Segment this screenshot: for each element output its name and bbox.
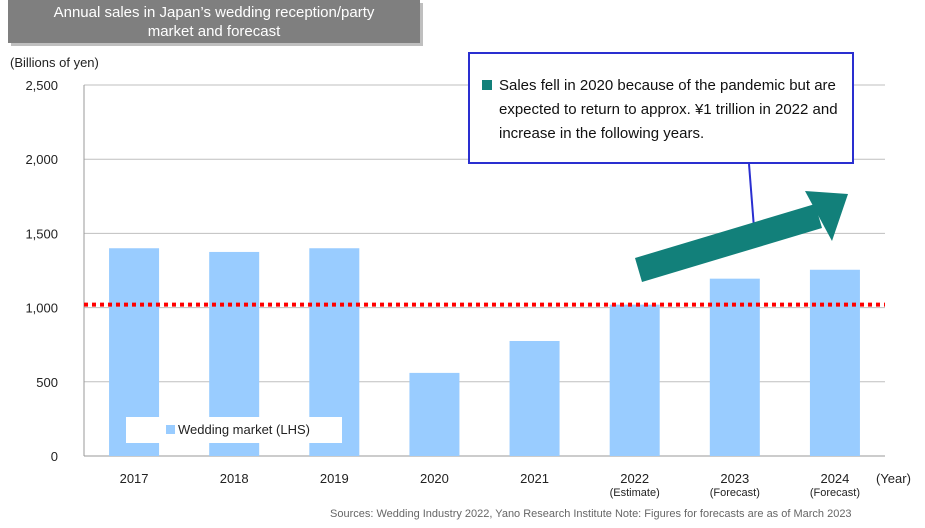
bar-2020 <box>409 372 460 456</box>
legend-label: Wedding market (LHS) <box>178 422 310 437</box>
x-tick-label: 2020 <box>420 471 449 486</box>
y-axis-label: (Billions of yen) <box>10 55 99 70</box>
legend: Wedding market (LHS) <box>126 417 342 443</box>
y-tick-label: 2,000 <box>25 152 58 167</box>
y-tick-label: 1,500 <box>25 226 58 241</box>
x-tick-sublabel: (Forecast) <box>710 487 760 499</box>
x-tick-labels: 2017 2018 2019 2020 2021 2022(Estimate)2023(F… <box>120 471 860 499</box>
callout-box: Sales fell in 2020 because of the pandem… <box>468 52 854 164</box>
chart-title: Annual sales in Japan’s wedding receptio… <box>8 0 420 43</box>
x-tick-label: 2017 <box>120 471 149 486</box>
chart-title-line2: market and forecast <box>147 23 281 40</box>
callout-text: Sales fell in 2020 because of the pandem… <box>499 77 838 142</box>
legend-swatch <box>166 425 175 434</box>
callout-bullet-icon <box>482 80 492 90</box>
bar-2021 <box>509 340 560 456</box>
bar-2022 <box>609 304 660 456</box>
bar-2023 <box>709 278 760 456</box>
legend-box <box>126 417 342 443</box>
x-tick-label: 2022 <box>620 471 649 486</box>
x-tick-label: 2023 <box>720 471 749 486</box>
y-tick-label: 1,000 <box>25 301 58 316</box>
sources-note: Sources: Wedding Industry 2022, Yano Res… <box>330 508 852 520</box>
y-tick-label: 0 <box>51 449 58 464</box>
y-tick-label: 500 <box>36 375 58 390</box>
trend-arrow <box>635 204 822 282</box>
trend-arrow-head <box>805 191 848 241</box>
x-tick-label: 2021 <box>520 471 549 486</box>
callout-connector-line <box>748 163 755 229</box>
x-tick-label: 2024 <box>820 471 849 486</box>
x-axis-label: (Year) <box>876 471 911 486</box>
y-tick-label: 2,500 <box>25 78 58 93</box>
chart-title-line1: Annual sales in Japan’s wedding receptio… <box>53 4 375 21</box>
bar-2024 <box>809 269 860 456</box>
y-tick-labels: 0 500 1,000 1,500 2,000 2,500 <box>25 78 58 464</box>
x-tick-label: 2019 <box>320 471 349 486</box>
x-tick-label: 2018 <box>220 471 249 486</box>
x-tick-sublabel: (Forecast) <box>810 487 860 499</box>
x-tick-sublabel: (Estimate) <box>610 487 660 499</box>
